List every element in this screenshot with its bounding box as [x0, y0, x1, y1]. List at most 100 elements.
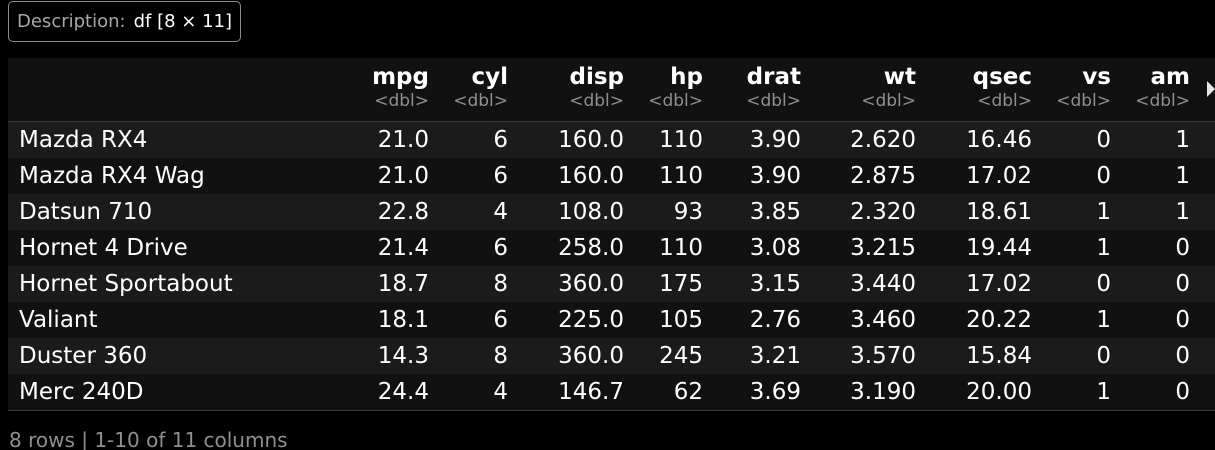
cell-cyl: 6	[493, 163, 508, 189]
cell-cyl: 4	[493, 379, 508, 405]
table-row: Hornet 4 Drive 21.4 6 258.0 110 3.08 3.215 19.4…	[8, 230, 1215, 266]
cell-mpg: 21.0	[377, 163, 429, 189]
column-name: am	[1150, 64, 1191, 90]
cell-vs: 1	[1096, 199, 1111, 225]
cell-drat: 3.15	[749, 271, 801, 297]
column-header-am[interactable]: am <dbl>	[1115, 58, 1190, 121]
cell-disp: 108.0	[558, 199, 624, 225]
table-bottom-border	[8, 410, 1215, 411]
column-name: hp	[670, 64, 703, 90]
cell-wt: 3.570	[850, 343, 916, 369]
column-header-drat[interactable]: drat <dbl>	[706, 58, 801, 121]
description-box: Description: df [8 × 11]	[8, 1, 242, 42]
column-header-mpg[interactable]: mpg <dbl>	[339, 58, 429, 121]
table-body: Mazda RX4 21.0 6 160.0 110 3.90 2.620 16.46 0 1 Ma…	[8, 122, 1215, 410]
column-type: <dbl>	[746, 91, 801, 111]
column-type: <dbl>	[977, 91, 1032, 111]
cell-am: 0	[1175, 271, 1190, 297]
cell-drat: 3.90	[749, 127, 801, 153]
cell-hp: 110	[659, 235, 703, 261]
row-name: Hornet 4 Drive	[19, 235, 188, 261]
cell-disp: 258.0	[558, 235, 624, 261]
cell-wt: 2.620	[850, 127, 916, 153]
column-header-hp[interactable]: hp <dbl>	[628, 58, 703, 121]
column-header-qsec[interactable]: qsec <dbl>	[922, 58, 1032, 121]
column-header-wt[interactable]: wt <dbl>	[806, 58, 916, 121]
cell-am: 1	[1175, 163, 1190, 189]
cell-mpg: 24.4	[377, 379, 429, 405]
row-name: Mazda RX4	[19, 127, 148, 153]
column-name: disp	[569, 64, 624, 90]
cell-drat: 3.90	[749, 163, 801, 189]
cell-am: 0	[1175, 307, 1190, 333]
cell-disp: 360.0	[558, 343, 624, 369]
cell-cyl: 6	[493, 235, 508, 261]
cell-vs: 0	[1096, 343, 1111, 369]
row-name: Duster 360	[19, 343, 148, 369]
table-row: Hornet Sportabout 18.7 8 360.0 175 3.15 3.440 1…	[8, 266, 1215, 302]
table-row: Merc 240D 24.4 4 146.7 62 3.69 3.190 20.00 1 0	[8, 374, 1215, 410]
cell-cyl: 8	[493, 271, 508, 297]
cell-am: 0	[1175, 343, 1190, 369]
column-name: mpg	[372, 64, 429, 90]
column-header-disp[interactable]: disp <dbl>	[514, 58, 624, 121]
column-header-cyl[interactable]: cyl <dbl>	[433, 58, 508, 121]
cell-qsec: 16.46	[966, 127, 1032, 153]
column-type: <dbl>	[1135, 91, 1190, 111]
cell-disp: 146.7	[558, 379, 624, 405]
cell-qsec: 17.02	[966, 271, 1032, 297]
row-name: Merc 240D	[19, 379, 144, 405]
column-type: <dbl>	[453, 91, 508, 111]
cell-cyl: 6	[493, 127, 508, 153]
cell-vs: 0	[1096, 127, 1111, 153]
cell-wt: 3.215	[850, 235, 916, 261]
cell-mpg: 22.8	[377, 199, 429, 225]
cell-am: 0	[1175, 235, 1190, 261]
column-name: wt	[883, 64, 916, 90]
cell-hp: 110	[659, 127, 703, 153]
table-row: Datsun 710 22.8 4 108.0 93 3.85 2.320 18.61 1 1	[8, 194, 1215, 230]
column-name: drat	[746, 64, 801, 90]
cell-mpg: 14.3	[377, 343, 429, 369]
data-table: mpg <dbl> cyl <dbl> disp <dbl> hp <dbl> drat <dbl…	[8, 58, 1215, 411]
column-type: <dbl>	[861, 91, 916, 111]
cell-am: 1	[1175, 199, 1190, 225]
row-name: Hornet Sportabout	[19, 271, 233, 297]
description-label: Description:	[17, 11, 126, 32]
scroll-right-icon[interactable]	[1207, 81, 1215, 97]
table-footer: 8 rows | 1-10 of 11 columns	[9, 428, 288, 450]
cell-wt: 3.440	[850, 271, 916, 297]
cell-drat: 3.08	[749, 235, 801, 261]
cell-qsec: 17.02	[966, 163, 1032, 189]
cell-cyl: 4	[493, 199, 508, 225]
cell-wt: 3.460	[850, 307, 916, 333]
cell-am: 0	[1175, 379, 1190, 405]
column-name: vs	[1082, 64, 1111, 90]
table-header: mpg <dbl> cyl <dbl> disp <dbl> hp <dbl> drat <dbl…	[8, 58, 1215, 122]
column-type: <dbl>	[374, 91, 429, 111]
cell-cyl: 8	[493, 343, 508, 369]
cell-wt: 2.875	[850, 163, 916, 189]
cell-drat: 3.85	[749, 199, 801, 225]
cell-am: 1	[1175, 127, 1190, 153]
row-name: Datsun 710	[19, 199, 153, 225]
column-type: <dbl>	[648, 91, 703, 111]
column-name: cyl	[471, 64, 508, 90]
cell-drat: 2.76	[749, 307, 801, 333]
cell-vs: 1	[1096, 379, 1111, 405]
column-name: qsec	[972, 64, 1032, 90]
cell-vs: 0	[1096, 271, 1111, 297]
cell-disp: 160.0	[558, 163, 624, 189]
cell-vs: 0	[1096, 163, 1111, 189]
cell-disp: 360.0	[558, 271, 624, 297]
cell-hp: 93	[673, 199, 703, 225]
cell-drat: 3.69	[749, 379, 801, 405]
cell-hp: 110	[659, 163, 703, 189]
cell-qsec: 18.61	[966, 199, 1032, 225]
cell-disp: 225.0	[558, 307, 624, 333]
row-name: Mazda RX4 Wag	[19, 163, 205, 189]
cell-hp: 105	[659, 307, 703, 333]
column-header-vs[interactable]: vs <dbl>	[1036, 58, 1111, 121]
cell-disp: 160.0	[558, 127, 624, 153]
